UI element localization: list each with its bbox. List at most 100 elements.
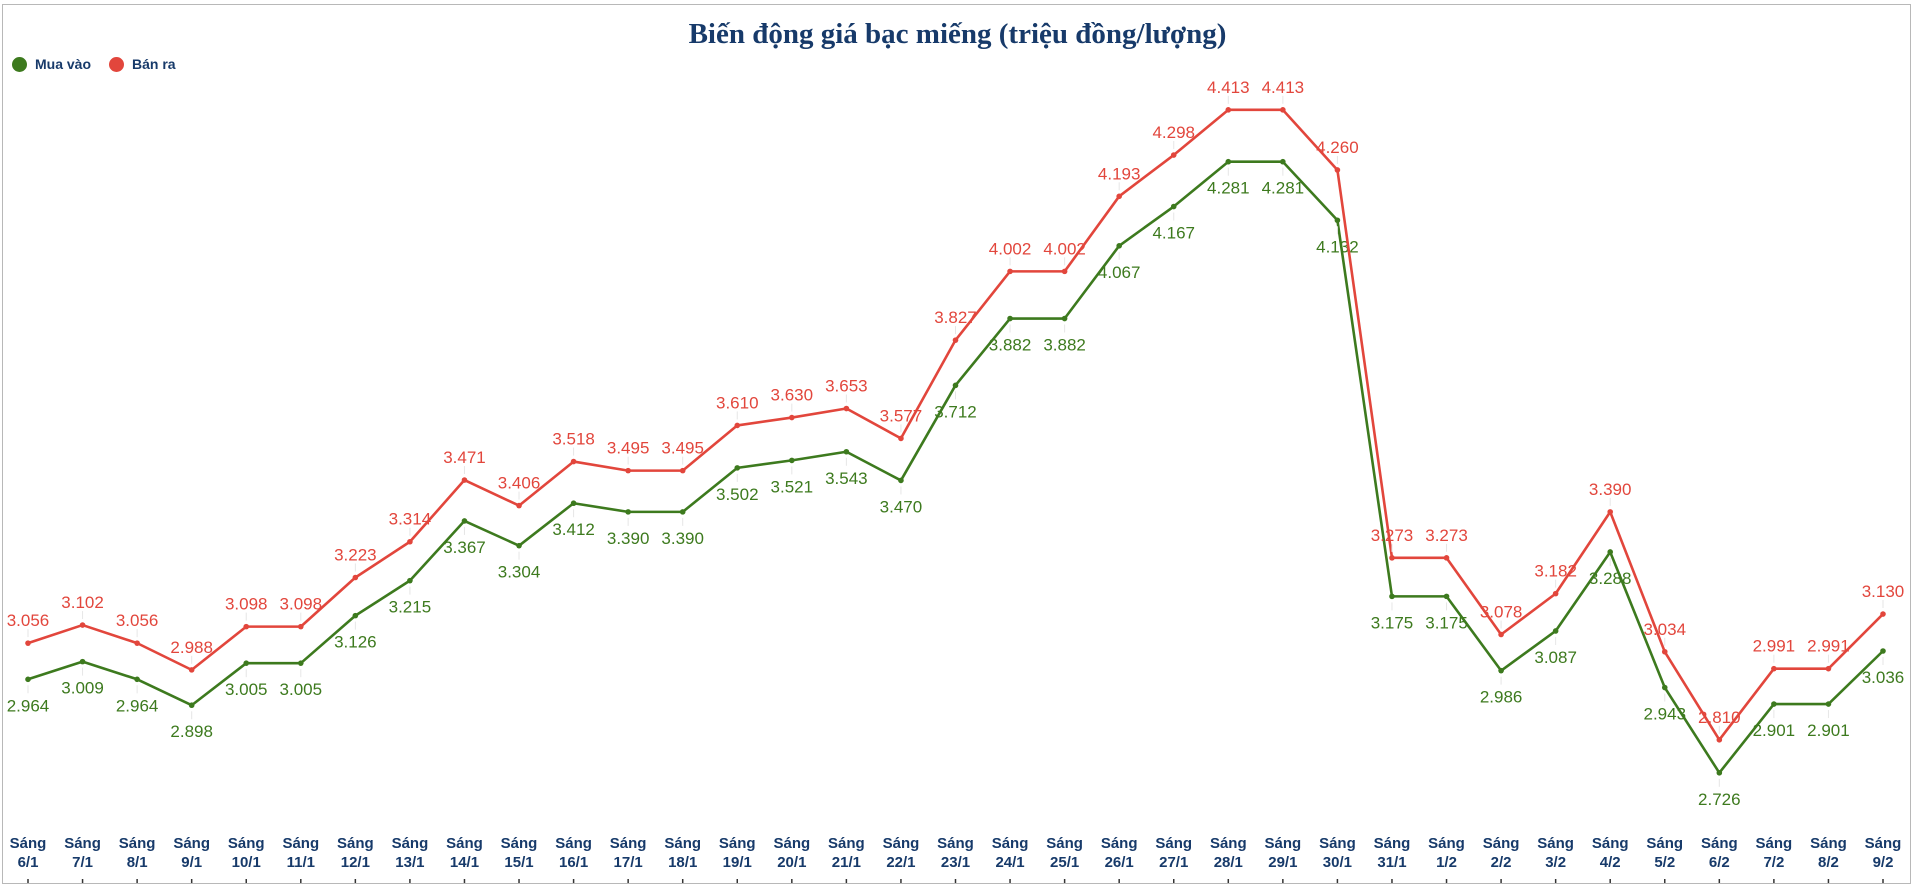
data-label-sell: 3.518 [552, 430, 595, 449]
data-point-buy [570, 500, 577, 507]
data-point-sell [1607, 509, 1614, 515]
data-point-buy [1061, 315, 1068, 322]
data-label-buy: 2.986 [1480, 688, 1523, 707]
data-point-buy [352, 612, 359, 619]
data-point-buy [843, 448, 850, 455]
legend-label-sell: Bán ra [132, 56, 176, 72]
data-point-sell [1225, 107, 1232, 113]
data-label-sell: 3.078 [1480, 602, 1523, 621]
x-tick-label: Sáng 18/1 [664, 835, 701, 871]
data-point-buy [1880, 648, 1886, 654]
x-tick-label: Sáng 7/1 [64, 835, 101, 871]
data-label-sell: 3.471 [443, 448, 486, 467]
data-label-sell: 2.988 [170, 638, 213, 657]
x-tick-label: Sáng 15/1 [501, 835, 538, 871]
data-label-buy: 3.175 [1371, 613, 1414, 632]
data-label-buy: 3.005 [225, 680, 268, 699]
data-point-buy [898, 477, 904, 484]
x-tick-label: Sáng 6/1 [10, 835, 47, 871]
data-point-buy [1771, 701, 1777, 707]
data-point-buy [1607, 549, 1614, 555]
data-label-buy: 2.726 [1698, 790, 1741, 809]
data-label-sell: 3.056 [116, 611, 159, 630]
data-point-buy [1116, 243, 1122, 249]
data-label-buy: 3.882 [989, 336, 1032, 355]
data-point-sell [898, 435, 904, 442]
data-point-buy [1498, 667, 1504, 674]
legend: Mua vào Bán ra [12, 56, 176, 72]
data-label-sell: 3.653 [825, 377, 868, 396]
x-tick-label: Sáng 13/1 [392, 835, 429, 871]
data-label-sell: 3.390 [1589, 480, 1632, 499]
data-label-buy: 3.543 [825, 469, 868, 488]
data-point-sell [1661, 648, 1668, 655]
data-label-sell: 3.495 [661, 439, 704, 458]
data-point-sell [25, 640, 31, 646]
data-label-sell: 3.223 [334, 546, 377, 565]
data-label-sell: 3.056 [7, 611, 50, 630]
data-point-sell [1716, 737, 1723, 743]
chart-title: Biến động giá bạc miếng (triệu đồng/lượn… [688, 18, 1227, 50]
data-label-buy: 4.167 [1152, 224, 1195, 243]
data-label-sell: 3.273 [1425, 526, 1468, 545]
data-point-sell [1552, 590, 1559, 597]
data-label-sell: 3.314 [389, 510, 432, 529]
data-point-sell [1880, 611, 1886, 617]
data-point-buy [789, 457, 795, 464]
data-label-buy: 4.281 [1262, 179, 1305, 198]
x-tick-label: Sáng 25/1 [1046, 835, 1083, 871]
data-label-sell: 4.002 [1043, 239, 1086, 258]
data-label-sell: 2.991 [1807, 637, 1850, 656]
data-point-buy [1661, 684, 1668, 691]
x-tick-label: Sáng 24/1 [992, 835, 1029, 871]
x-tick-label: Sáng 26/1 [1101, 835, 1138, 871]
data-label-buy: 3.036 [1862, 668, 1905, 687]
data-label-buy: 4.281 [1207, 179, 1250, 198]
data-point-sell [352, 574, 359, 581]
legend-item-sell: Bán ra [109, 56, 176, 72]
data-point-buy [1225, 158, 1232, 165]
data-label-buy: 2.943 [1643, 705, 1686, 724]
data-label-buy: 2.901 [1807, 721, 1850, 740]
data-label-buy: 2.964 [116, 696, 159, 715]
x-tick-label: Sáng 4/2 [1592, 835, 1629, 871]
data-label-sell: 3.273 [1371, 526, 1414, 545]
x-tick-label: Sáng 8/2 [1810, 835, 1847, 871]
data-point-buy [1825, 701, 1832, 707]
x-tick-label: Sáng 7/2 [1756, 835, 1793, 871]
data-point-buy [243, 660, 250, 666]
data-label-buy: 3.367 [443, 538, 486, 557]
x-tick-label: Sáng 19/1 [719, 835, 756, 871]
data-label-buy: 3.882 [1043, 336, 1086, 355]
data-label-buy: 3.412 [552, 520, 595, 539]
data-label-buy: 2.964 [7, 696, 50, 715]
legend-label-buy: Mua vào [35, 56, 92, 72]
legend-swatch-buy [12, 56, 27, 72]
data-point-sell [1334, 167, 1341, 173]
data-point-sell [297, 623, 304, 630]
data-point-sell [1007, 268, 1013, 275]
x-tick-label: Sáng 8/1 [119, 835, 156, 871]
x-tick-label: Sáng 6/2 [1701, 835, 1738, 871]
data-label-sell: 3.102 [61, 593, 104, 612]
x-tick-label: Sáng 21/1 [828, 835, 865, 871]
data-label-buy: 3.126 [334, 633, 377, 652]
data-point-buy [1389, 593, 1395, 600]
data-point-buy [625, 509, 631, 515]
data-label-buy: 3.502 [716, 485, 759, 504]
data-label-buy: 3.390 [607, 529, 650, 548]
data-label-buy: 2.901 [1753, 721, 1796, 740]
data-point-buy [952, 382, 959, 389]
data-point-sell [407, 538, 413, 545]
data-label-sell: 4.413 [1262, 78, 1305, 97]
legend-item-buy: Mua vào [12, 56, 91, 72]
data-point-buy [734, 465, 741, 471]
x-tick-label: Sáng 31/1 [1374, 835, 1411, 871]
data-label-buy: 4.132 [1316, 237, 1359, 256]
data-label-buy: 3.175 [1425, 613, 1468, 632]
data-point-sell [734, 422, 741, 429]
x-tick-label: Sáng 29/1 [1265, 835, 1302, 871]
data-label-sell: 3.630 [771, 386, 814, 405]
data-label-buy: 3.009 [61, 679, 104, 698]
